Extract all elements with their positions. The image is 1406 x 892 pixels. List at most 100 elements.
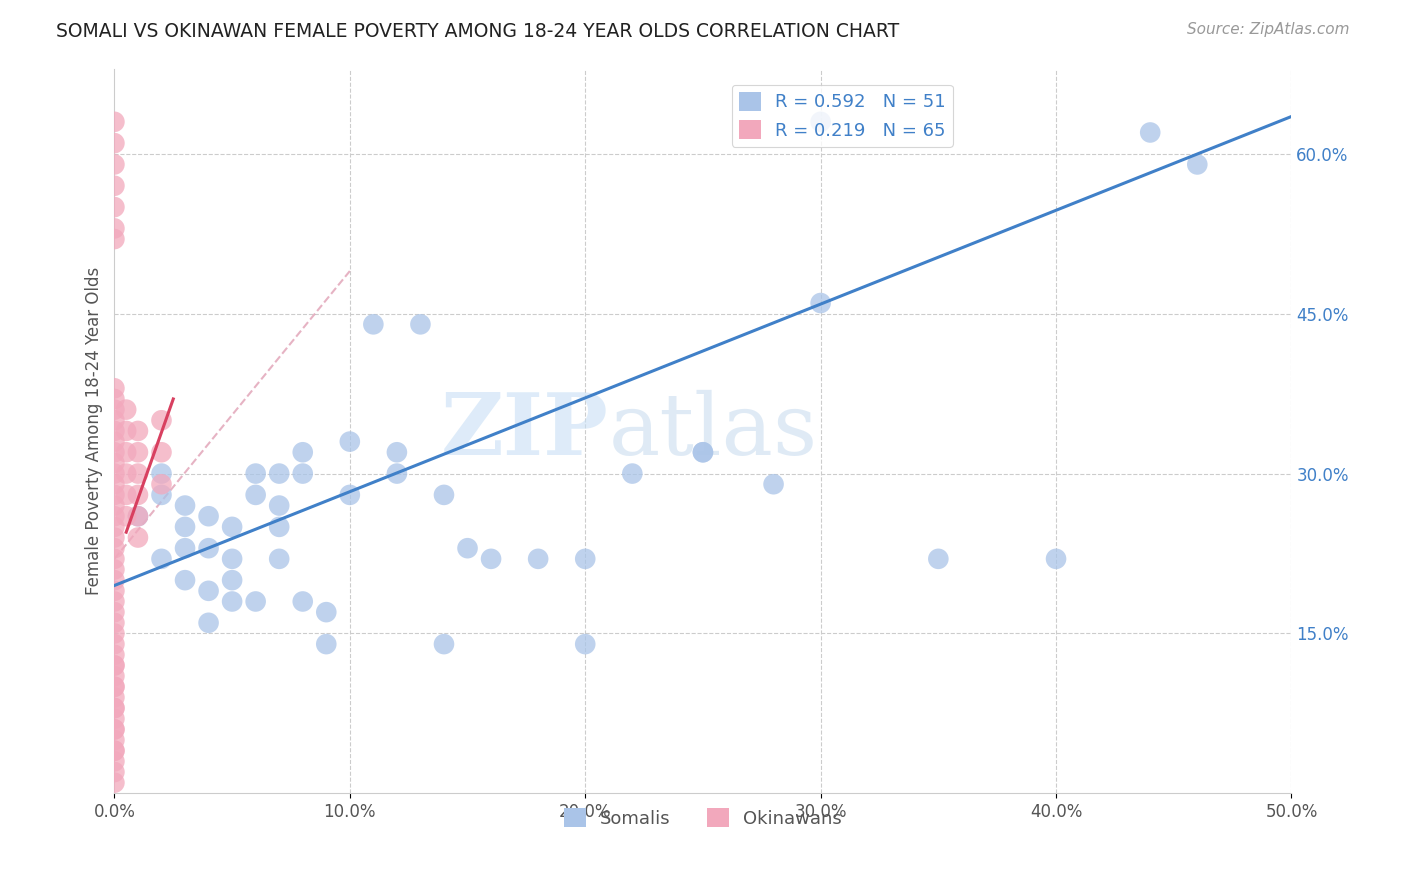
Point [574,637,596,651]
Point [363,318,385,332]
Point [527,552,550,566]
Point [150,413,173,427]
Point [103,637,125,651]
Point [433,488,456,502]
Point [103,701,125,715]
Point [103,178,125,193]
Point [221,520,243,534]
Point [621,467,644,481]
Point [150,552,173,566]
Point [174,499,197,513]
Point [115,445,138,459]
Point [103,381,125,395]
Point [692,445,714,459]
Point [150,445,173,459]
Point [103,136,125,150]
Point [221,594,243,608]
Point [197,583,219,598]
Point [103,573,125,587]
Point [103,669,125,683]
Point [103,680,125,694]
Point [103,200,125,214]
Text: atlas: atlas [609,389,818,473]
Point [103,648,125,662]
Point [810,296,832,310]
Point [150,467,173,481]
Point [103,701,125,715]
Point [127,509,149,524]
Point [103,413,125,427]
Point [339,434,361,449]
Point [409,318,432,332]
Point [103,680,125,694]
Y-axis label: Female Poverty Among 18-24 Year Olds: Female Poverty Among 18-24 Year Olds [86,267,103,595]
Point [103,115,125,129]
Point [127,445,149,459]
Point [103,424,125,438]
Point [127,509,149,524]
Point [315,637,337,651]
Point [103,531,125,545]
Point [103,509,125,524]
Point [221,573,243,587]
Point [103,456,125,470]
Point [103,520,125,534]
Point [245,467,267,481]
Point [127,531,149,545]
Point [150,488,173,502]
Point [103,477,125,491]
Point [269,552,291,566]
Point [103,562,125,576]
Point [385,445,408,459]
Point [927,552,949,566]
Point [115,509,138,524]
Point [291,445,314,459]
Point [269,520,291,534]
Point [103,626,125,640]
Point [221,552,243,566]
Legend: Somalis, Okinawans: Somalis, Okinawans [557,801,849,835]
Point [103,723,125,737]
Point [479,552,502,566]
Point [103,583,125,598]
Point [127,424,149,438]
Point [245,594,267,608]
Point [1187,157,1209,171]
Point [245,488,267,502]
Point [115,402,138,417]
Point [339,488,361,502]
Point [127,467,149,481]
Point [103,615,125,630]
Point [1045,552,1067,566]
Point [692,445,714,459]
Point [103,541,125,556]
Point [115,488,138,502]
Point [103,733,125,747]
Point [762,477,785,491]
Point [315,605,337,619]
Text: Source: ZipAtlas.com: Source: ZipAtlas.com [1187,22,1350,37]
Point [150,477,173,491]
Point [103,434,125,449]
Point [103,605,125,619]
Point [457,541,479,556]
Point [1139,126,1161,140]
Point [103,690,125,705]
Text: SOMALI VS OKINAWAN FEMALE POVERTY AMONG 18-24 YEAR OLDS CORRELATION CHART: SOMALI VS OKINAWAN FEMALE POVERTY AMONG … [56,22,900,41]
Point [115,424,138,438]
Point [103,658,125,673]
Point [103,755,125,769]
Point [103,157,125,171]
Point [103,712,125,726]
Point [103,467,125,481]
Point [103,445,125,459]
Point [291,467,314,481]
Text: ZIP: ZIP [441,389,609,473]
Point [103,232,125,246]
Point [291,594,314,608]
Point [103,499,125,513]
Point [127,488,149,502]
Point [103,402,125,417]
Point [433,637,456,651]
Point [574,552,596,566]
